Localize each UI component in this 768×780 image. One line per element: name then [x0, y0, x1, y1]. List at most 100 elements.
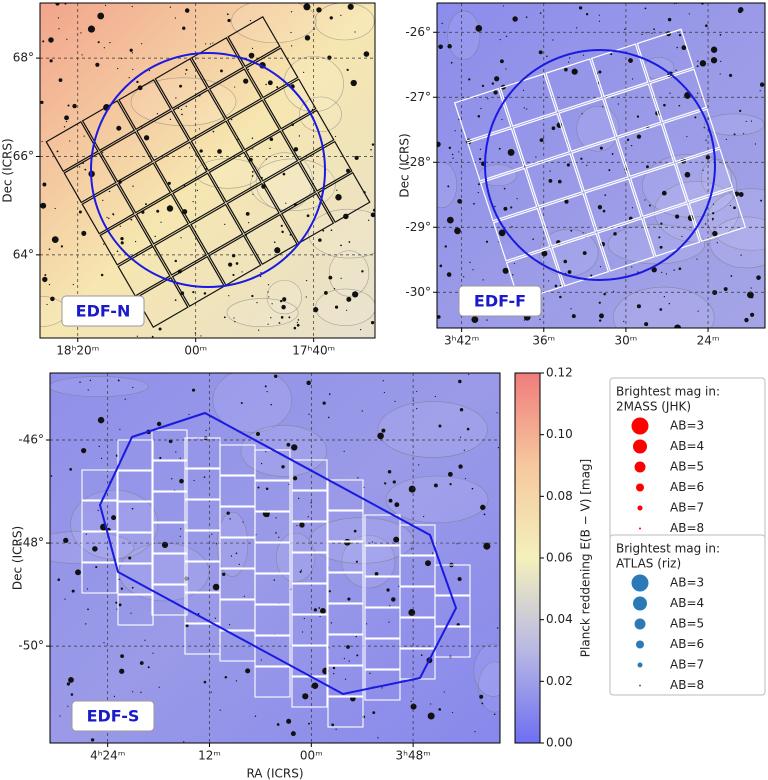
star	[328, 393, 331, 395]
star	[90, 738, 95, 742]
coverage-circle	[90, 52, 326, 288]
star	[179, 535, 181, 537]
star	[174, 259, 177, 263]
footprint-tile	[208, 234, 262, 286]
star	[352, 291, 359, 298]
star	[112, 213, 115, 215]
star	[446, 216, 454, 224]
star	[238, 563, 240, 565]
star	[108, 217, 110, 220]
footprint-tile	[153, 224, 208, 276]
star	[185, 105, 187, 108]
footprint-tile	[262, 161, 317, 213]
legend-marker	[633, 439, 647, 454]
star	[653, 28, 655, 31]
star	[648, 204, 651, 207]
star	[451, 153, 454, 156]
star	[282, 172, 286, 176]
footprint-tile	[327, 696, 364, 728]
star	[676, 46, 678, 49]
footprint-tile	[263, 78, 317, 130]
star	[487, 543, 489, 545]
star	[270, 403, 272, 406]
star	[604, 194, 607, 196]
star	[69, 140, 71, 142]
star	[539, 12, 542, 14]
star	[230, 555, 233, 557]
star	[377, 432, 384, 440]
star	[120, 587, 123, 590]
star	[477, 183, 480, 186]
star	[623, 320, 625, 322]
star	[81, 230, 87, 236]
star	[191, 388, 196, 392]
footprint-tile	[117, 245, 171, 297]
footprint-tile	[291, 521, 328, 553]
star	[245, 211, 250, 216]
star	[360, 329, 362, 331]
star	[148, 70, 151, 72]
star	[285, 202, 287, 204]
star	[581, 113, 583, 115]
star	[469, 261, 471, 264]
star	[439, 264, 443, 268]
star	[299, 570, 302, 573]
star	[340, 244, 342, 247]
star	[471, 316, 479, 324]
footprint-tile	[434, 626, 471, 658]
star	[466, 427, 470, 431]
star	[228, 262, 233, 267]
footprint-tile	[558, 98, 616, 152]
star	[728, 73, 733, 78]
star	[235, 680, 238, 682]
star	[369, 672, 371, 675]
star	[192, 201, 194, 203]
star	[214, 617, 217, 619]
star	[139, 661, 144, 665]
star	[113, 695, 116, 698]
star	[334, 305, 339, 309]
star	[451, 711, 454, 714]
star	[267, 284, 270, 286]
star	[505, 68, 507, 70]
footprint-tile	[151, 584, 188, 616]
star	[711, 217, 714, 220]
footprint-tile	[99, 214, 153, 266]
star	[156, 421, 162, 427]
panel-label-box	[458, 285, 542, 317]
star	[661, 190, 667, 196]
footprint-tile	[254, 573, 291, 605]
legend-marker	[631, 574, 649, 592]
star	[377, 737, 379, 739]
star	[241, 271, 243, 273]
star	[704, 223, 707, 225]
star	[104, 4, 107, 6]
legend-label: AB=8	[670, 678, 704, 692]
star	[703, 127, 705, 129]
star	[49, 59, 53, 63]
legend-marker	[637, 662, 643, 668]
star	[381, 687, 383, 689]
star	[179, 84, 183, 88]
star	[750, 287, 752, 289]
contour	[437, 161, 458, 209]
star	[388, 498, 393, 503]
star	[631, 207, 634, 209]
star	[235, 552, 238, 555]
star	[719, 73, 721, 75]
star	[663, 295, 666, 298]
x-tick-label: 36ᵐ	[532, 334, 555, 348]
star	[480, 107, 482, 110]
footprint-tile	[616, 123, 675, 178]
legend-label: AB=3	[670, 576, 704, 590]
star	[387, 469, 392, 474]
y-tick-label: -50°	[18, 639, 44, 653]
star	[140, 691, 142, 694]
star	[694, 116, 697, 119]
star	[340, 14, 342, 17]
footprint-tile	[254, 511, 291, 543]
legend-marker	[634, 618, 646, 630]
star	[651, 267, 657, 273]
star	[313, 28, 316, 30]
star	[83, 135, 85, 137]
